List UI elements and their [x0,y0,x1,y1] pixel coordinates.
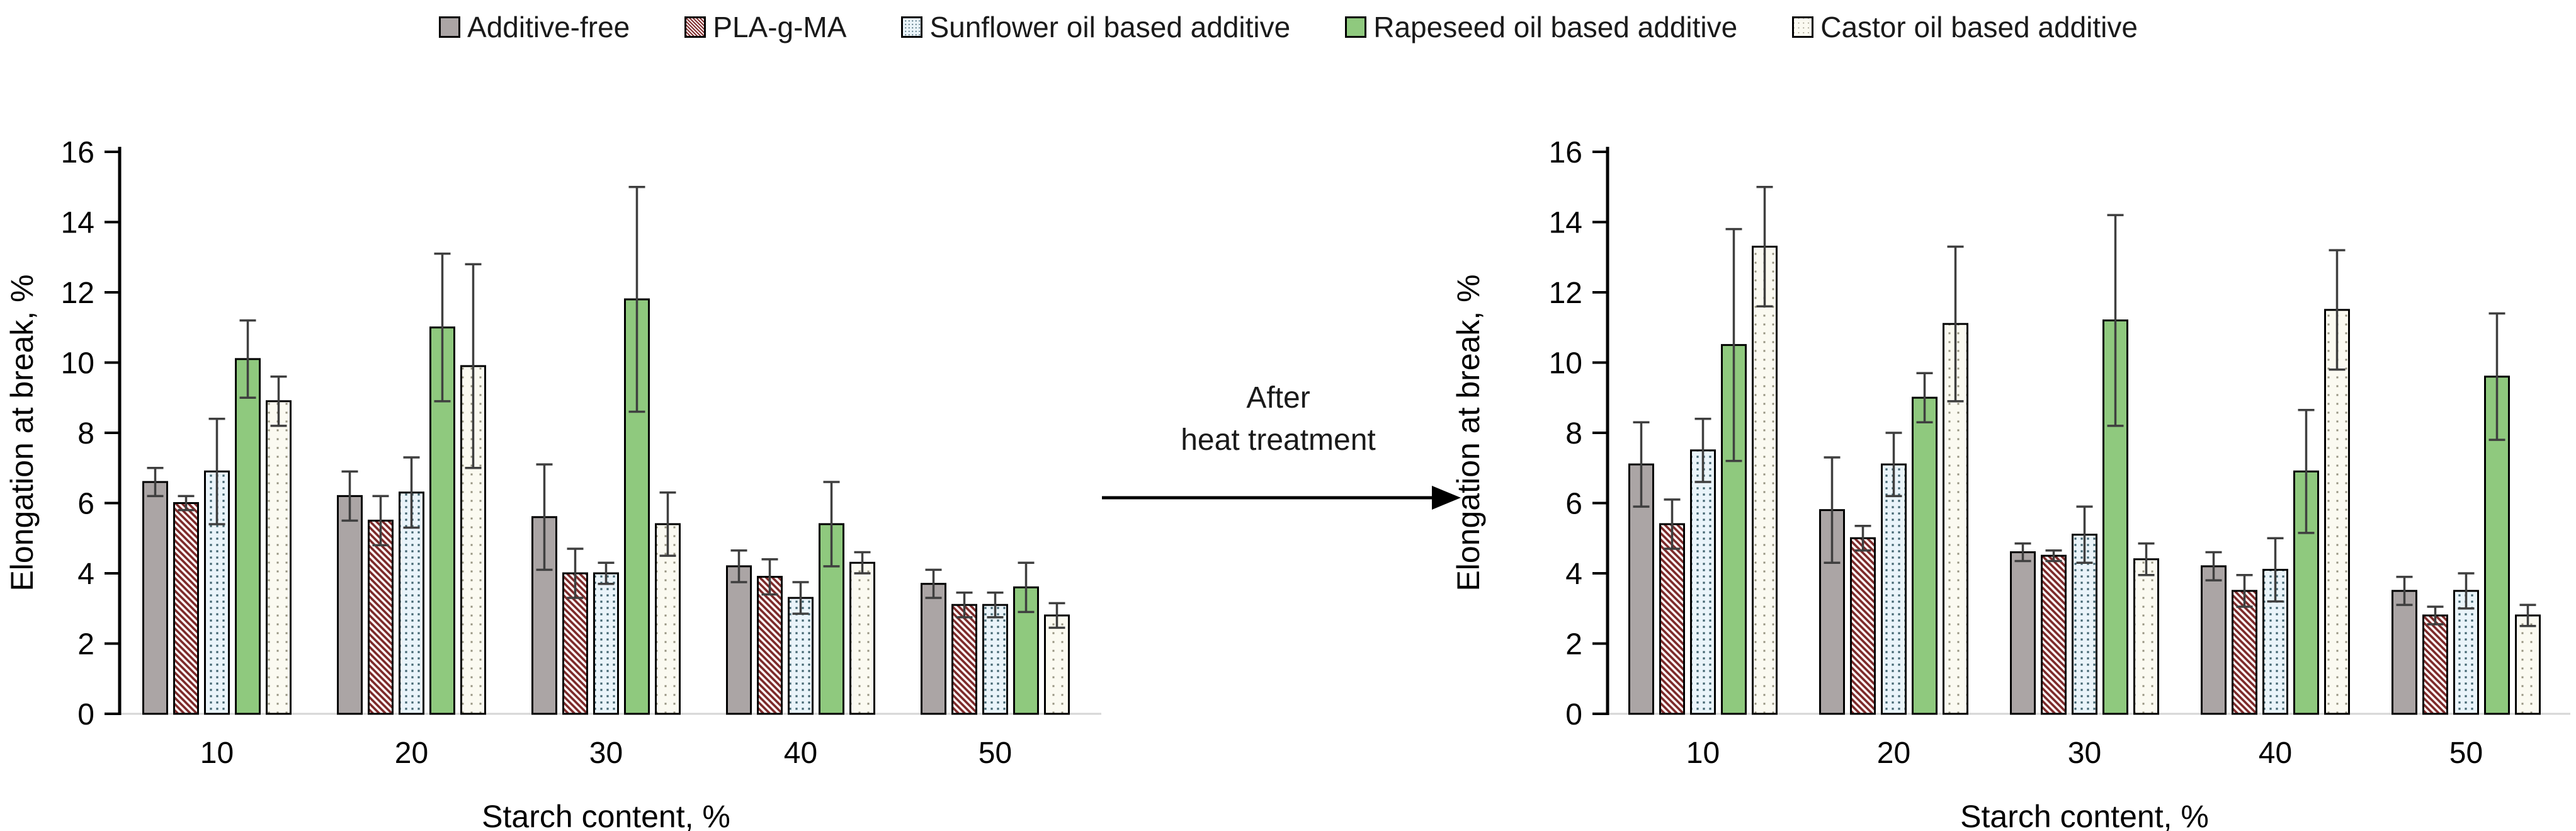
bar-before-50-pla_g_ma [951,604,977,715]
legend-swatch-castor [1792,16,1814,38]
annotation-line-1: After [1246,381,1310,415]
x-axis-title: Starch content, % [1960,799,2209,831]
legend-label: PLA-g-MA [713,11,847,43]
bar-after-10-pla_g_ma [1659,523,1685,715]
bar-after-30-castor [2133,558,2159,715]
bar-after-50-pla_g_ma [2422,614,2448,715]
x-tick-label: 20 [1877,736,1910,770]
annotation-line-2: heat treatment [1181,423,1376,457]
y-tick-label: 8 [77,417,94,450]
bar-after-50-castor [2515,614,2541,715]
bar-after-20-rapeseed [1912,396,1938,715]
y-tick-label: 6 [1565,487,1582,520]
bar-before-20-additive_free [337,495,363,715]
chart-legend: Additive-free PLA-g-MA Sunflower oil based… [0,10,2576,44]
x-tick-label: 50 [979,736,1012,770]
bar-before-20-sunflower [399,491,424,715]
x-tick-label: 10 [1686,736,1720,770]
legend-swatch-pla_g_ma [684,16,706,38]
bar-after-40-additive_free [2201,565,2227,715]
legend-label: Rapeseed oil based additive [1373,11,1738,43]
legend-item-sunflower: Sunflower oil based additive [900,10,1290,44]
bar-after-10-sunflower [1690,449,1716,715]
y-tick-label: 14 [1549,206,1582,239]
x-axis-title: Starch content, % [482,799,730,831]
y-axis-title: Elongation at break, % [1451,274,1486,591]
bar-after-40-castor [2324,309,2350,715]
bar-after-20-sunflower [1881,463,1907,715]
legend-label: Additive-free [467,11,630,43]
y-tick-label: 6 [77,487,94,520]
y-tick-label: 10 [1549,347,1582,380]
arrow-right-icon [1102,486,1461,510]
heat-treatment-annotation: After heat treatment [1070,377,1486,518]
bar-before-50-castor [1044,614,1070,715]
bar-before-50-additive_free [921,583,946,715]
bar-before-20-pla_g_ma [368,519,394,715]
x-tick-label: 20 [395,736,428,770]
bar-after-30-pla_g_ma [2041,554,2067,715]
bar-before-10-rapeseed [235,358,261,715]
bar-before-10-castor [266,400,292,715]
x-tick-label: 50 [2449,736,2483,770]
bar-before-40-pla_g_ma [757,576,783,715]
x-tick-label: 10 [200,736,234,770]
legend-label: Castor oil based additive [1820,11,2138,43]
y-tick-label: 8 [1565,417,1582,450]
x-tick-label: 30 [589,736,623,770]
bar-after-40-pla_g_ma [2232,590,2257,715]
legend-swatch-rapeseed [1345,16,1367,38]
legend-item-pla_g_ma: PLA-g-MA [684,10,846,44]
y-tick-label: 12 [1549,277,1582,310]
bar-after-50-additive_free [2392,590,2417,715]
chart-after: 0 2 4 6 8 10 12 14 16 10 20 30 40 50 Starch content, %… [1451,136,2570,831]
y-tick-label: 4 [77,558,94,591]
bar-after-20-pla_g_ma [1850,537,1876,715]
bar-before-50-sunflower [982,604,1008,715]
y-tick-label: 14 [61,206,94,239]
bar-before-40-sunflower [788,597,814,715]
legend-swatch-sunflower [901,16,923,38]
x-tick-label: 30 [2068,736,2101,770]
y-tick-label: 12 [61,277,94,310]
chart-before: 0 2 4 6 8 10 12 14 16 10 20 30 40 50 Starch content, %… [4,136,1101,831]
bar-after-30-additive_free [2010,551,2036,715]
legend-item-additive_free: Additive-free [438,10,630,44]
y-tick-label: 10 [61,347,94,380]
x-tick-label: 40 [2259,736,2292,770]
legend-item-castor: Castor oil based additive [1791,10,2138,44]
bar-before-40-castor [849,561,875,715]
bar-before-10-additive_free [142,481,168,715]
bar-before-40-additive_free [726,565,752,715]
bar-before-10-pla_g_ma [173,502,199,715]
y-tick-label: 2 [77,628,94,661]
y-tick-label: 16 [61,136,94,169]
legend-label: Sunflower oil based additive [929,11,1291,43]
y-tick-label: 16 [1549,136,1582,169]
y-tick-label: 2 [1565,628,1582,661]
y-tick-label: 0 [1565,698,1582,731]
legend-swatch-additive_free [439,16,461,38]
y-tick-label: 4 [1565,558,1582,591]
legend-item-rapeseed: Rapeseed oil based additive [1344,10,1737,44]
y-axis-title: Elongation at break, % [4,274,40,591]
x-tick-label: 40 [784,736,817,770]
y-tick-label: 0 [77,698,94,731]
bar-before-30-sunflower [593,572,619,715]
bar-after-10-castor [1752,246,1778,715]
